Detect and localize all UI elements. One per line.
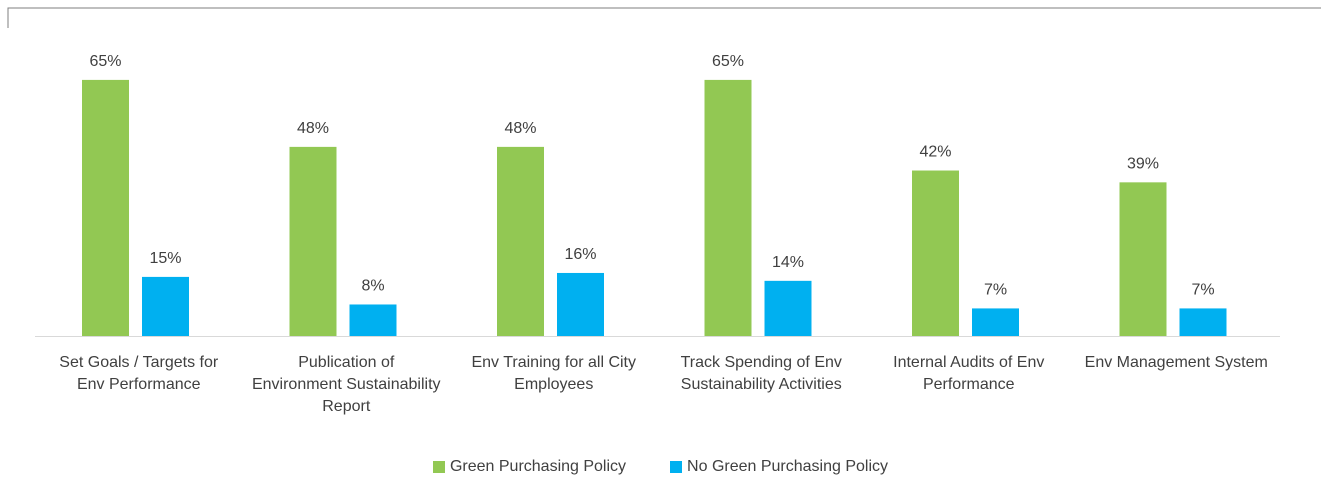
value-label: 65% [712, 53, 744, 70]
bar [912, 170, 959, 336]
x-tick-label: Publication of Environment Sustainabilit… [251, 354, 441, 415]
bar [704, 79, 752, 337]
legend-swatch [432, 461, 445, 473]
x-tick-label: Track Spending of Env Sustainability Act… [680, 354, 842, 393]
bar [289, 146, 337, 336]
bar [764, 280, 812, 336]
legend-item: Green Purchasing Policy [432, 458, 627, 476]
x-tick-label: Env Management System [1084, 354, 1268, 371]
bar [497, 146, 544, 336]
value-label: 7% [984, 281, 1007, 298]
value-label: 65% [89, 53, 121, 70]
value-label: 15% [149, 250, 181, 267]
value-label: 48% [504, 120, 536, 137]
bar [972, 308, 1019, 336]
legend-label: Green Purchasing Policy [449, 458, 627, 475]
bar [1119, 182, 1167, 336]
x-tick-label: Internal Audits of Env Performance [893, 354, 1045, 393]
x-tick-label: Env Training for all City Employees [471, 354, 636, 393]
value-label: 8% [361, 277, 384, 294]
value-label: 39% [1127, 155, 1159, 172]
legend: Green Purchasing Policy No Green Purchasi… [0, 458, 1321, 476]
legend-item: No Green Purchasing Policy [670, 458, 888, 476]
bar [557, 272, 604, 336]
legend-swatch [670, 461, 683, 473]
bar [349, 304, 397, 336]
bar [82, 79, 129, 337]
value-label: 16% [564, 246, 596, 263]
bar [1179, 308, 1227, 336]
value-label: 48% [297, 120, 329, 137]
x-tick-label: Set Goals / Targets for Env Performance [59, 354, 219, 393]
legend-label: No Green Purchasing Policy [687, 458, 889, 475]
value-label: 7% [1191, 281, 1214, 298]
value-label: 14% [772, 254, 804, 271]
frame [7, 7, 1321, 28]
bar [142, 276, 189, 336]
value-label: 42% [919, 144, 951, 161]
